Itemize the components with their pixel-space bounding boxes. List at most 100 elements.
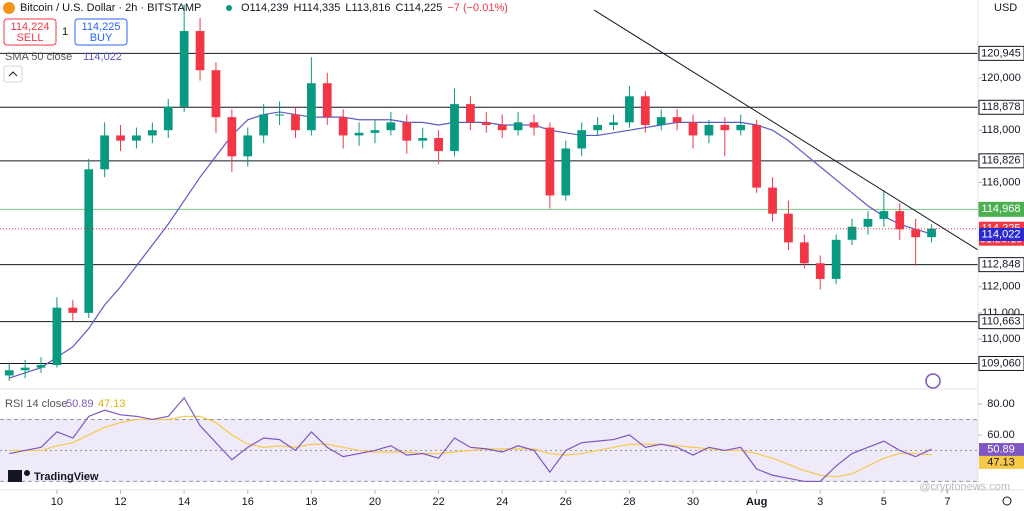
candle-body — [116, 135, 125, 141]
status-dot — [226, 5, 232, 11]
x-tick-label: 30 — [687, 496, 699, 508]
candle-body — [720, 124, 730, 131]
candle-body — [418, 138, 428, 141]
candle-body — [640, 96, 650, 125]
candle-body — [577, 130, 587, 149]
collapse-button[interactable] — [3, 65, 23, 83]
currency: USD — [994, 2, 1017, 14]
candle-body — [354, 132, 364, 136]
candle-body — [100, 135, 110, 170]
candle-body — [911, 229, 921, 238]
candle-body — [545, 127, 555, 196]
symbol-title: Bitcoin / U.S. Dollar · 2h · BITSTAMP — [20, 2, 201, 14]
buy-label: BUY — [90, 32, 113, 44]
candle-body — [815, 263, 825, 279]
candle-body — [450, 104, 459, 152]
level-tag — [978, 355, 1024, 371]
x-tick-label: 3 — [817, 496, 823, 508]
candle-body — [688, 122, 698, 136]
candle-body — [147, 130, 157, 136]
buy-button[interactable] — [74, 18, 128, 46]
candle-body — [752, 124, 762, 188]
y-tick-label: 112,000 — [982, 281, 1021, 293]
rsi-tag — [979, 443, 1024, 457]
y-tick-label: 116,000 — [982, 176, 1021, 188]
x-tick-label: 20 — [369, 496, 381, 508]
candle-body — [799, 242, 809, 264]
candle-body — [561, 148, 571, 196]
candle-body — [84, 169, 94, 313]
ohlc-legend: O114,239 H114,335 L113,816 C114,225 −7 (−0.0… — [241, 2, 508, 14]
rsi-tick-label: 80.00 — [987, 398, 1015, 410]
rsi-legend-name: RSI 14 close — [5, 398, 67, 410]
level-tag-label: 112,848 — [982, 259, 1021, 271]
candle-body — [672, 117, 682, 123]
y-tick-label: 110,000 — [982, 333, 1021, 345]
candle-body — [593, 124, 602, 131]
x-tick-label: 7 — [944, 496, 950, 508]
rsi-legend-value: 50.89 — [66, 398, 94, 410]
x-tick-label: 26 — [560, 496, 572, 508]
tv-logo: TradingView — [8, 470, 99, 483]
candle-body — [275, 114, 284, 116]
sma-tag — [979, 228, 1024, 242]
candle-body — [466, 104, 475, 123]
candle-body — [322, 83, 332, 118]
candle-body — [625, 96, 634, 123]
candle-body — [243, 135, 253, 157]
y-tick-label: 118,000 — [982, 124, 1021, 136]
candle-body — [386, 122, 396, 131]
candle-body — [36, 365, 46, 368]
candle-body — [52, 307, 62, 366]
candle-body — [195, 31, 205, 71]
settings-icon[interactable] — [1002, 496, 1012, 506]
sma-legend-value: 114,022 — [83, 51, 122, 63]
candle-body — [291, 114, 300, 131]
candle-body — [847, 226, 857, 240]
sell-button[interactable] — [3, 18, 57, 46]
level-tag-label: 118,878 — [982, 101, 1021, 113]
candle-body — [609, 122, 618, 125]
replay-icon[interactable] — [925, 373, 941, 389]
candle-body — [68, 307, 78, 313]
candle-body — [513, 122, 523, 131]
level-tag-label: 114,968 — [982, 203, 1021, 215]
candle-body — [434, 138, 443, 152]
candle-body — [784, 213, 793, 243]
candle-body — [20, 367, 30, 371]
ohlc-item: C114,225 — [395, 2, 442, 14]
level-tag-label: 116,826 — [982, 155, 1021, 167]
rsi-tick-label: 60.00 — [987, 429, 1015, 441]
rsi-ma-legend-value: 47.13 — [98, 398, 126, 410]
candle-body — [163, 106, 173, 131]
candle-body — [132, 135, 141, 141]
candle-body — [211, 70, 221, 118]
overlay: Bitcoin / U.S. Dollar · 2h · BITSTAMP O1… — [3, 2, 1024, 506]
candle-body — [4, 370, 14, 376]
level-tag — [978, 153, 1024, 169]
y-tick-label: 120,000 — [981, 72, 1021, 84]
ohlc-item: O114,239 — [241, 2, 289, 14]
candle-body — [768, 187, 777, 214]
sell-price: 114,224 — [11, 21, 50, 33]
collapse-icon — [8, 71, 18, 77]
candle-body — [927, 228, 936, 238]
watermark: @cryptonews.com — [919, 481, 1010, 493]
ohlc-item: L113,816 — [345, 2, 390, 14]
candle-body — [831, 239, 841, 279]
ohlc-item: −7 (−0.01%) — [447, 2, 508, 14]
rsi-ma-line — [9, 415, 932, 478]
candle-body — [227, 117, 237, 157]
logo-dot — [24, 470, 30, 476]
rsi-tag-label: 50.89 — [987, 443, 1015, 455]
candle-body — [497, 124, 507, 131]
level-tag-label: 120,945 — [981, 47, 1021, 59]
candle-body — [259, 114, 269, 136]
x-tick-label: 28 — [623, 496, 635, 508]
level-tag — [978, 314, 1024, 330]
level-tag — [978, 45, 1024, 61]
candle-body — [306, 83, 316, 131]
candle-body — [179, 31, 189, 107]
trendline — [593, 9, 979, 251]
